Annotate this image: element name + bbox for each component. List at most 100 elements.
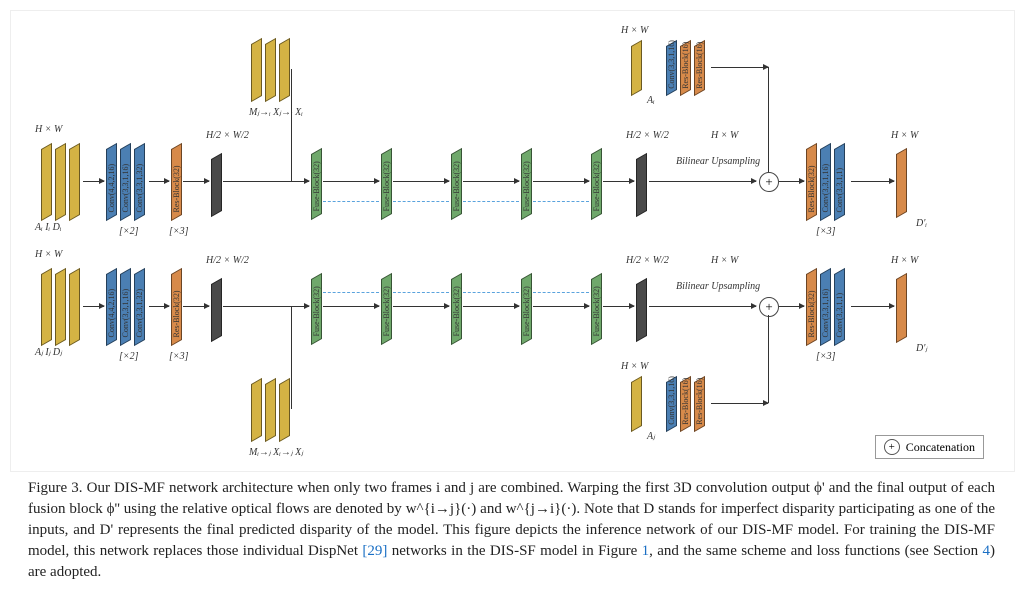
dashed-arrow xyxy=(323,292,379,293)
legend-concatenation: + Concatenation xyxy=(875,435,984,459)
block-label: Conv(3,3,1,16) xyxy=(667,384,676,425)
dim-label: H × W xyxy=(35,124,62,135)
block-label: Fuse-Block(32) xyxy=(452,282,461,336)
figure-number: Figure 3. xyxy=(28,480,83,496)
dashed-arrow xyxy=(463,201,519,202)
arrow xyxy=(649,306,756,307)
dim-label: H × W xyxy=(35,249,62,260)
dim-label: H × W xyxy=(711,130,738,141)
dashed-arrow xyxy=(463,292,519,293)
block-label: Fuse-Block(32) xyxy=(592,157,601,211)
input-label: Aⱼ Iⱼ Dⱼ xyxy=(35,347,62,358)
plus-icon: + xyxy=(884,439,900,455)
block-label: Res-Block(32) xyxy=(807,153,816,213)
arrow xyxy=(223,181,309,182)
warp-label: Mⱼ→ᵢ Xⱼ→ᵢ Xᵢ xyxy=(249,107,303,118)
block-label: Conv(3,3,1,32) xyxy=(135,278,144,338)
block-label: Conv(3,3,1,1) xyxy=(835,153,844,213)
dim-label: H × W xyxy=(621,361,648,372)
block-label: Conv(3,3,1,1) xyxy=(835,278,844,338)
block-label: Res-Block(32) xyxy=(172,153,181,213)
out-label: D'ⱼ xyxy=(916,343,927,354)
dim-label: H/2 × W/2 xyxy=(626,130,669,141)
concat-top: + xyxy=(759,172,779,192)
dim-label: H × W xyxy=(891,130,918,141)
caption-part3: , and the same scheme and loss functions… xyxy=(649,543,982,559)
block-label: Fuse-Block(32) xyxy=(312,282,321,336)
dashed-arrow xyxy=(393,292,449,293)
arrow xyxy=(603,181,634,182)
block-label: Conv(3,3,1,16) xyxy=(821,153,830,213)
figure-caption: Figure 3. Our DIS-MF network architectur… xyxy=(10,472,1013,583)
arrow xyxy=(183,181,209,182)
block-label: Conv(3,3,1,16) xyxy=(821,278,830,338)
arrow xyxy=(463,181,519,182)
block-label: Fuse-Block(32) xyxy=(522,157,531,211)
out-label: D'ᵢ xyxy=(916,218,927,229)
bilinear-label: Bilinear Upsampling xyxy=(676,281,760,292)
rep-label: [×2] xyxy=(119,351,139,362)
arrow xyxy=(393,306,449,307)
ref-29: [29] xyxy=(362,543,387,559)
dim-label: H × W xyxy=(711,255,738,266)
arrow xyxy=(851,181,894,182)
Aj-label: Aⱼ xyxy=(647,431,655,442)
arrow xyxy=(183,306,209,307)
Ai-label: Aᵢ xyxy=(647,95,655,106)
block-label: Conv(3,3,1,16) xyxy=(667,48,676,89)
arrow xyxy=(711,67,768,68)
block-label: Fuse-Block(32) xyxy=(452,157,461,211)
arrow xyxy=(149,306,169,307)
arrow xyxy=(711,403,768,404)
block-label: Res-Block(16) xyxy=(681,48,690,89)
block-label: Fuse-Block(32) xyxy=(382,282,391,336)
dashed-arrow xyxy=(323,201,379,202)
dim-label: H × W xyxy=(621,25,648,36)
concat-bot: + xyxy=(759,297,779,317)
caption-part2: networks in the DIS-SF model in Figure xyxy=(387,543,641,559)
arrow xyxy=(463,306,519,307)
block-label: Res-Block(32) xyxy=(172,278,181,338)
block-label: Res-Block(16) xyxy=(695,384,704,425)
block-label: Fuse-Block(32) xyxy=(312,157,321,211)
arrow xyxy=(779,306,804,307)
dim-label: H/2 × W/2 xyxy=(206,130,249,141)
block-label: Conv(4,4,2,16) xyxy=(107,278,116,338)
figure-container: + Concatenation H × W Aᵢ Iᵢ Dᵢ H × W Aⱼ Iⱼ … xyxy=(10,10,1013,583)
dim-label: H/2 × W/2 xyxy=(206,255,249,266)
block-label: Fuse-Block(32) xyxy=(522,282,531,336)
arrow xyxy=(323,181,379,182)
arrow xyxy=(149,181,169,182)
arrow xyxy=(779,181,804,182)
warp-label: Mᵢ→ⱼ Xᵢ→ⱼ Xⱼ xyxy=(249,447,303,458)
arrow xyxy=(533,306,589,307)
block-label: Res-Block(32) xyxy=(807,278,816,338)
dashed-arrow xyxy=(533,201,589,202)
arrow xyxy=(223,306,309,307)
block-label: Conv(3,3,1,16) xyxy=(121,153,130,213)
arrow xyxy=(851,306,894,307)
dim-label: H × W xyxy=(891,255,918,266)
arrow xyxy=(83,181,104,182)
arrow xyxy=(83,306,104,307)
block-label: Res-Block(16) xyxy=(681,384,690,425)
block-label: Fuse-Block(32) xyxy=(382,157,391,211)
dim-label: H/2 × W/2 xyxy=(626,255,669,266)
block-label: Fuse-Block(32) xyxy=(592,282,601,336)
legend-label: Concatenation xyxy=(906,440,975,455)
input-label: Aᵢ Iᵢ Dᵢ xyxy=(35,222,61,233)
arrow xyxy=(649,181,756,182)
arrow xyxy=(393,181,449,182)
block-label: Conv(4,4,2,16) xyxy=(107,153,116,213)
rep-label: [×3] xyxy=(169,226,189,237)
block-label: Conv(3,3,1,16) xyxy=(121,278,130,338)
dashed-arrow xyxy=(533,292,589,293)
architecture-diagram: + Concatenation H × W Aᵢ Iᵢ Dᵢ H × W Aⱼ Iⱼ … xyxy=(10,10,1015,472)
ref-sec4: 4 xyxy=(983,543,991,559)
bilinear-label: Bilinear Upsampling xyxy=(676,156,760,167)
arrow xyxy=(603,306,634,307)
dashed-arrow xyxy=(393,201,449,202)
block-label: Conv(3,3,1,32) xyxy=(135,153,144,213)
rep-label: [×3] xyxy=(169,351,189,362)
block-label: Res-Block(16) xyxy=(695,48,704,89)
